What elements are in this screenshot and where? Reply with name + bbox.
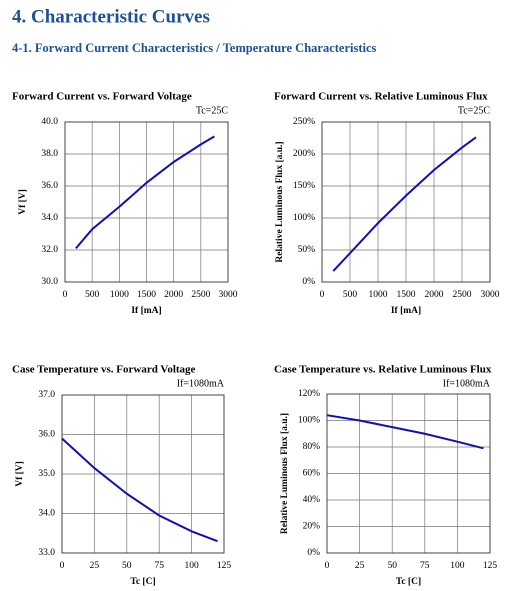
x-tick-label: 100	[184, 561, 199, 571]
y-tick-label: 50%	[298, 245, 316, 255]
x-axis-label: If [mA]	[131, 306, 161, 316]
x-tick-label: 1500	[397, 290, 416, 300]
y-tick-label: 0%	[307, 548, 320, 558]
x-tick-label: 0	[63, 290, 68, 300]
y-axis-label: Relative Luminous Flux [a.u.]	[280, 413, 290, 534]
x-axis-label: Tc [C]	[396, 577, 421, 587]
annotation: If=1080mA	[443, 378, 491, 389]
y-tick-label: 120%	[298, 389, 320, 399]
data-line	[75, 135, 215, 250]
chart-title: Forward Current vs. Forward Voltage	[12, 91, 192, 103]
plot-frame	[326, 393, 491, 554]
y-tick-label: 36.0	[38, 430, 55, 440]
x-tick-label: 1000	[110, 290, 129, 300]
y-axis-label: Vf [V]	[18, 189, 28, 215]
x-axis-label: If [mA]	[391, 306, 421, 316]
x-tick-label: 50	[387, 561, 397, 571]
y-tick-label: 100%	[293, 213, 315, 223]
y-tick-label: 34.0	[41, 213, 58, 223]
y-tick-label: 36.0	[41, 181, 58, 191]
y-tick-label: 34.0	[38, 509, 55, 519]
data-line	[61, 437, 218, 543]
annotation: If=1080mA	[177, 378, 225, 389]
x-tick-label: 0	[325, 561, 330, 571]
x-tick-label: 1500	[137, 290, 156, 300]
chart-title: Case Temperature vs. Relative Luminous F…	[274, 364, 492, 376]
x-tick-label: 0	[320, 290, 325, 300]
y-tick-label: 32.0	[41, 245, 58, 255]
x-tick-label: 3000	[219, 290, 238, 300]
y-tick-label: 0%	[302, 277, 315, 287]
annotation: Tc=25C	[458, 105, 490, 116]
x-tick-label: 100	[450, 561, 465, 571]
y-axis-label: Vf [V]	[15, 461, 25, 487]
x-tick-label: 125	[217, 561, 232, 571]
x-tick-label: 50	[122, 561, 132, 571]
y-tick-label: 30.0	[41, 277, 58, 287]
chart-title: Forward Current vs. Relative Luminous Fl…	[274, 91, 488, 103]
x-tick-label: 75	[154, 561, 164, 571]
x-tick-label: 500	[85, 290, 100, 300]
data-line	[326, 414, 484, 450]
y-tick-label: 35.0	[38, 469, 55, 479]
x-axis-label: Tc [C]	[130, 577, 155, 587]
x-tick-label: 2000	[164, 290, 183, 300]
x-tick-label: 1000	[369, 290, 388, 300]
y-tick-label: 38.0	[41, 149, 58, 159]
annotation: Tc=25C	[196, 105, 228, 116]
y-tick-label: 40%	[303, 495, 321, 505]
y-tick-label: 33.0	[38, 548, 55, 558]
x-tick-label: 2500	[453, 290, 472, 300]
data-line	[332, 136, 477, 272]
x-tick-label: 3000	[481, 290, 500, 300]
y-tick-label: 37.0	[38, 390, 55, 400]
x-tick-label: 25	[90, 561, 100, 571]
x-tick-label: 75	[420, 561, 430, 571]
x-tick-label: 500	[343, 290, 358, 300]
plot-frame	[61, 394, 225, 554]
subheading: 4-1. Forward Current Characteristics / T…	[12, 41, 377, 55]
y-tick-label: 80%	[303, 442, 321, 452]
y-tick-label: 150%	[293, 181, 315, 191]
y-tick-label: 20%	[303, 522, 321, 532]
x-tick-label: 125	[483, 561, 498, 571]
y-axis-label: Relative Luminous Flux [a.u.]	[275, 141, 285, 262]
plot-frame	[64, 121, 229, 283]
y-tick-label: 100%	[298, 416, 320, 426]
y-tick-label: 200%	[293, 149, 315, 159]
plot-frame	[321, 121, 491, 283]
y-tick-label: 40.0	[41, 117, 58, 127]
y-tick-label: 250%	[293, 117, 315, 127]
x-tick-label: 25	[355, 561, 365, 571]
chart-title: Case Temperature vs. Forward Voltage	[12, 364, 196, 376]
heading: 4. Characteristic Curves	[12, 6, 210, 27]
x-tick-label: 2000	[425, 290, 444, 300]
x-tick-label: 0	[60, 561, 65, 571]
x-tick-label: 2500	[191, 290, 210, 300]
y-tick-label: 60%	[303, 469, 321, 479]
